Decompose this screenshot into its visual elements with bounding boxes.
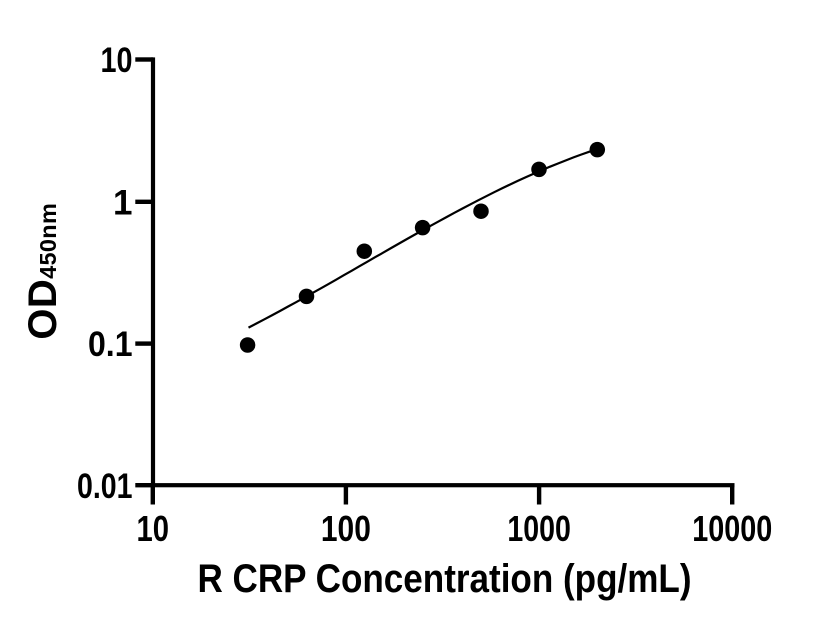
svg-text:0.1: 0.1 <box>88 325 133 364</box>
svg-text:10: 10 <box>101 41 133 80</box>
svg-text:100: 100 <box>321 508 371 549</box>
svg-text:0.01: 0.01 <box>77 467 133 506</box>
svg-text:1: 1 <box>113 183 132 222</box>
svg-text:1000: 1000 <box>507 508 571 549</box>
svg-text:10: 10 <box>137 508 170 549</box>
svg-text:R CRP Concentration (pg/mL): R CRP Concentration (pg/mL) <box>198 557 692 601</box>
svg-text:10000: 10000 <box>692 508 772 549</box>
